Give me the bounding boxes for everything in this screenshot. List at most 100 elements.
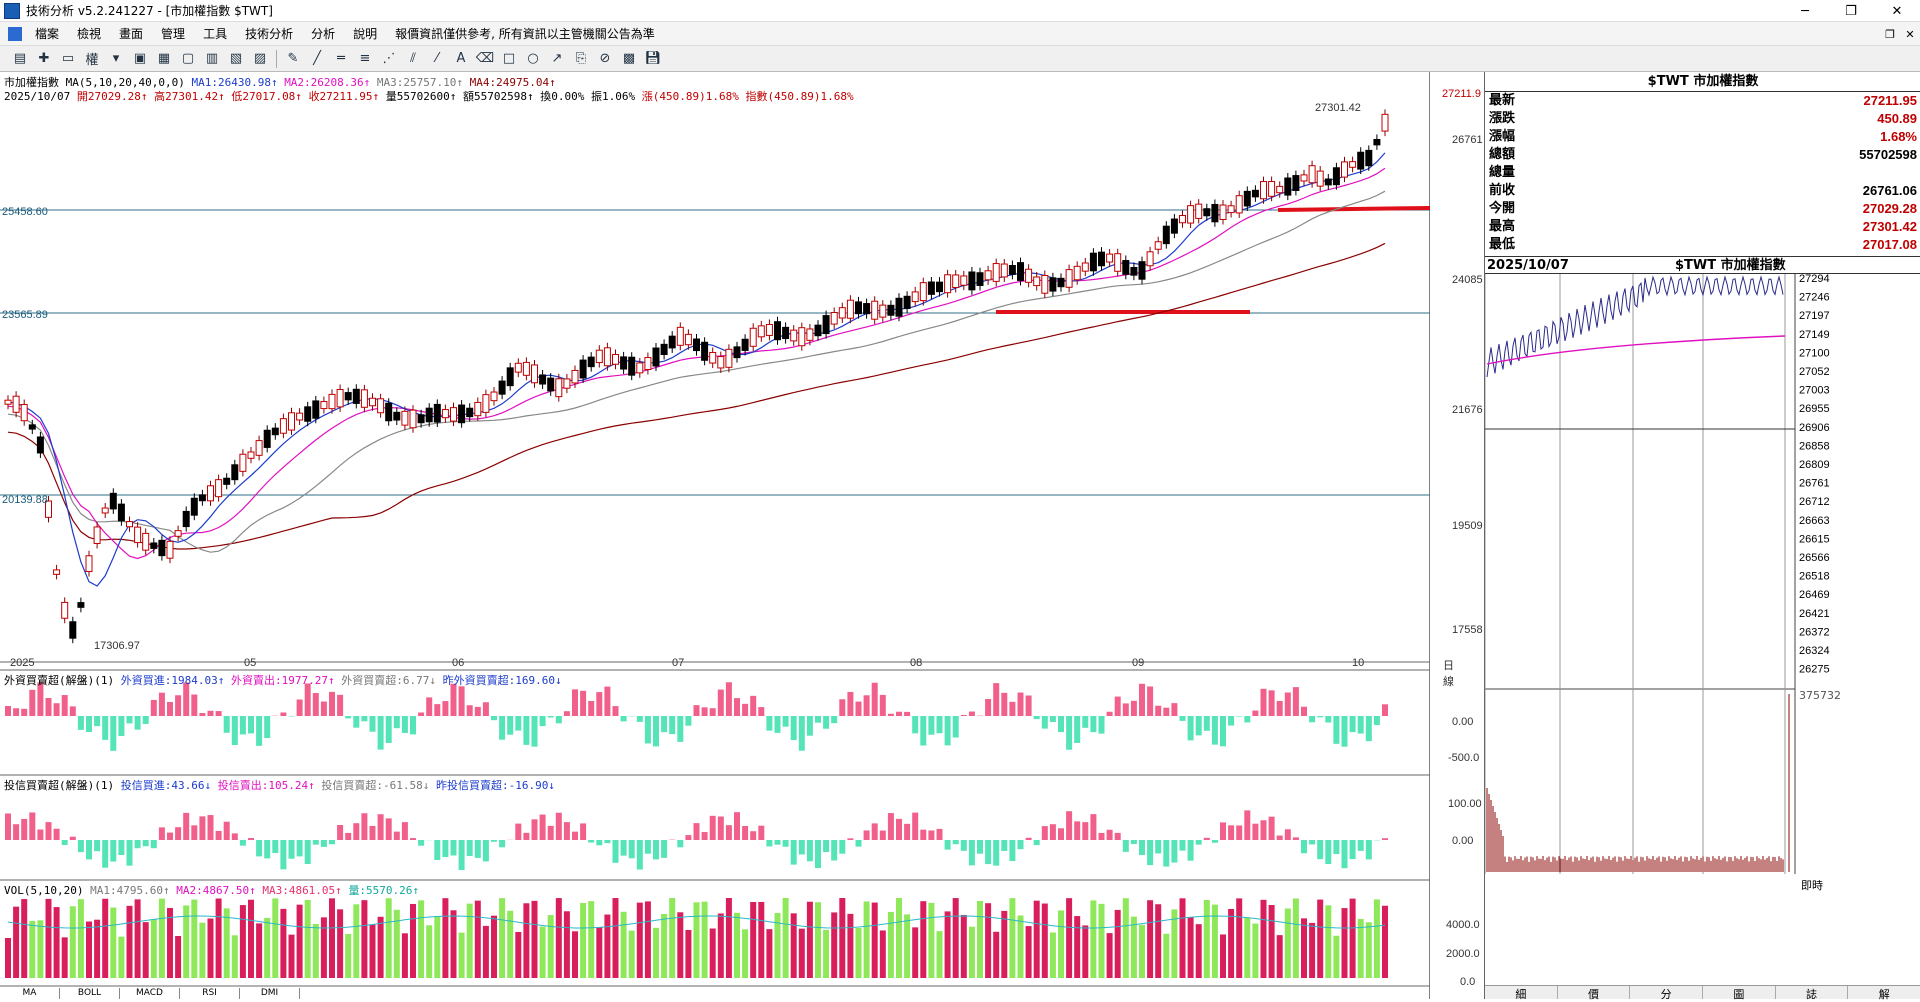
dropdown-icon[interactable]: ▾ [106,49,126,69]
trust-bar [46,822,52,840]
quote-key: 今開 [1489,200,1515,218]
volume-bar [37,920,43,978]
quote-value: 27301.42 [1863,218,1917,236]
split-icon[interactable]: ▧ [226,49,246,69]
tab-analysis[interactable]: 解 [1848,986,1920,999]
layout-icon[interactable]: ▥ [202,49,222,69]
foreign-bar [653,716,659,746]
vol-current: 量:5570.26↑ [348,884,419,897]
tile-icon[interactable]: ▨ [250,49,270,69]
delete-icon[interactable]: ⊘ [595,49,615,69]
text-icon[interactable]: A [451,49,471,69]
channel-icon[interactable]: ⫽ [403,49,423,69]
foreign-bar [78,716,84,730]
intraday-y-label: 26372 [1799,626,1830,638]
candle-body [410,410,416,428]
color-icon[interactable]: ▩ [619,49,639,69]
volume-bar [159,899,165,978]
tab-chart[interactable]: 圖 [1703,986,1776,999]
tab-detail[interactable]: 細 [1485,986,1558,999]
menu-manage[interactable]: 管理 [152,25,194,42]
menu-analysis[interactable]: 分析 [302,25,344,42]
candle-body [37,437,43,453]
minimize-button[interactable]: ─ [1782,0,1828,22]
line-icon[interactable]: ╱ [307,49,327,69]
menu-file[interactable]: 檔案 [26,25,68,42]
copy-icon[interactable]: ⎘ [571,49,591,69]
chart-type-icon[interactable]: ▤ [10,49,30,69]
trust-bar [289,840,295,859]
foreign-bar [1342,716,1348,747]
ellipse-icon[interactable]: ○ [523,49,543,69]
menu-help[interactable]: 說明 [344,25,386,42]
tab-log[interactable]: 誌 [1776,986,1849,999]
mdi-close-button[interactable]: ✕ [1900,22,1920,46]
volume-bar [718,913,724,978]
high-marker-label: 27301.42 [1315,102,1361,114]
volume-bar [750,902,756,978]
trust-bar [1285,829,1291,840]
save-icon[interactable]: 💾︎ [643,49,663,69]
fib-icon[interactable]: ≡ [355,49,375,69]
trust-bar [783,840,789,847]
draw-icon[interactable]: ✎ [283,49,303,69]
tab-minute[interactable]: 分 [1630,986,1703,999]
trust-bar [888,813,894,840]
intraday-y-label: 26858 [1799,440,1830,452]
compare-icon[interactable]: ▣ [130,49,150,69]
foreign-bar [1123,703,1129,716]
volume-bar [564,911,570,978]
intraday-header: 2025/10/07 $TWT 市加權指數 [1485,257,1920,274]
mdi-restore-button[interactable]: ❐ [1880,22,1900,46]
period-icon[interactable]: ▭ [58,49,78,69]
trust-bar [977,840,983,854]
window-icon[interactable]: ▢ [178,49,198,69]
candle-body [345,393,351,400]
volume-bar [402,933,408,978]
foreign-bar [1252,711,1258,716]
tab-rsi[interactable]: RSI [180,988,240,999]
candle-body [718,357,724,368]
volume-bar [418,900,424,978]
arrow-icon[interactable]: ↗ [547,49,567,69]
trust-bar [1188,840,1194,861]
menu-screen[interactable]: 畫面 [110,25,152,42]
trust-bar [1107,830,1113,840]
trust-bar [1099,833,1105,840]
crosshair-icon[interactable]: ✚ [34,49,54,69]
intraday-y-label: 27003 [1799,385,1830,397]
foreign-bar [167,702,173,716]
hline-icon[interactable]: ═ [331,49,351,69]
document-icon[interactable] [8,27,22,41]
candle-body [1188,206,1194,223]
weight-icon[interactable]: 權 [82,49,102,69]
fan-icon[interactable]: ⋰ [379,49,399,69]
candle-body [1107,254,1113,262]
tab-macd[interactable]: MACD [120,988,180,999]
pattern-icon[interactable]: ⁄ [427,49,447,69]
menu-view[interactable]: 檢視 [68,25,110,42]
rect-icon[interactable]: □ [499,49,519,69]
foreign-bar [758,707,764,716]
candle-body [912,292,918,302]
tab-dmi[interactable]: DMI [240,988,300,999]
candle-body [127,522,133,527]
tab-price[interactable]: 價 [1558,986,1631,999]
eraser-icon[interactable]: ⌫ [475,49,495,69]
candle-body [394,412,400,420]
volume-bar [240,905,246,978]
tab-ma[interactable]: MA [0,988,60,999]
close-button[interactable]: ✕ [1874,0,1920,22]
grid-icon[interactable]: ▦ [154,49,174,69]
volume-bar [920,901,926,978]
main-chart-area[interactable]: 市加權指數 MA(5,10,20,40,0,0) MA1:26430.98↑ M… [0,72,1430,999]
maximize-button[interactable]: ❐ [1828,0,1874,22]
volume-bar [1188,917,1194,978]
menu-technical[interactable]: 技術分析 [236,25,302,42]
foreign-bar [1163,708,1169,716]
tab-boll[interactable]: BOLL [60,988,120,999]
menu-tools[interactable]: 工具 [194,25,236,42]
